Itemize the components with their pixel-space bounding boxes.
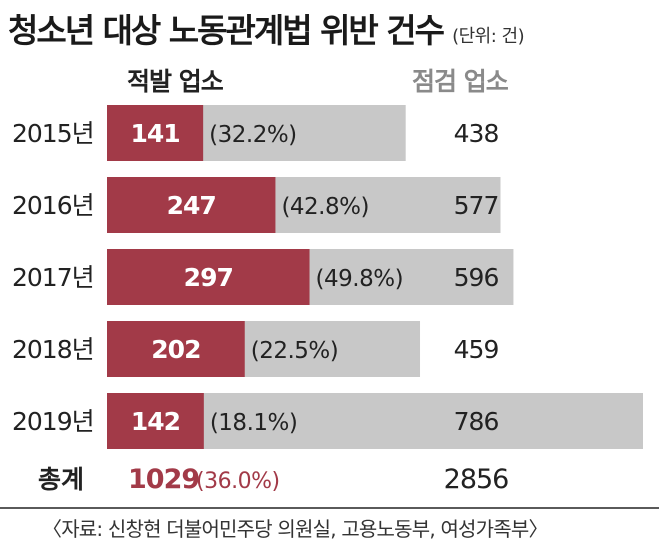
violation-bar: [107, 321, 245, 377]
inspected-value-label: 577: [454, 191, 499, 220]
violation-bar: [107, 249, 310, 305]
violation-value-label: 142: [131, 407, 180, 436]
percentage-label: (18.1%): [210, 410, 298, 436]
year-label: 2017년: [12, 263, 94, 292]
violation-value-label: 202: [151, 335, 200, 364]
year-label: 2018년: [12, 335, 94, 364]
total-inspected-value: 2856: [444, 464, 509, 495]
total-violation-value: 1029: [128, 464, 199, 495]
year-label: 2016년: [12, 191, 94, 220]
violation-bar: [107, 393, 204, 449]
year-label: 2019년: [12, 407, 94, 436]
inspected-value-label: 438: [454, 119, 499, 148]
unit-label: (단위: 건): [452, 26, 525, 47]
bar-chart: 2015년 141 (32.2%) 438 2016년 247 (42.8%) 577 2017…: [12, 105, 643, 495]
violation-value-label: 297: [184, 263, 233, 292]
violation-bar: [107, 177, 276, 233]
chart-title-block: 청소년 대상 노동관계법 위반 건수 (단위: 건): [8, 4, 525, 52]
percentage-label: (42.8%): [281, 194, 369, 220]
violation-bar: [107, 105, 204, 161]
percentage-label: (22.5%): [251, 338, 339, 364]
violation-value-label: 247: [167, 191, 216, 220]
source-note: 〈자료: 신창현 더불어민주당 의원실, 고용노동부, 여성가족부〉: [42, 517, 548, 541]
chart-title: 청소년 대상 노동관계법 위반 건수: [8, 11, 445, 50]
percentage-label: (32.2%): [209, 122, 297, 148]
violation-value-label: 141: [130, 119, 179, 148]
inspected-value-label: 596: [454, 263, 499, 292]
total-percentage: (36.0%): [196, 469, 280, 494]
footer-divider: [0, 507, 659, 509]
inspected-header: 점검 업소: [412, 67, 509, 96]
inspected-value-label: 459: [454, 335, 499, 364]
inspected-value-label: 786: [454, 407, 499, 436]
violation-header: 적발 업소: [127, 67, 224, 96]
year-label: 2015년: [12, 119, 94, 148]
percentage-label: (49.8%): [316, 266, 404, 292]
total-label: 총계: [38, 465, 84, 494]
